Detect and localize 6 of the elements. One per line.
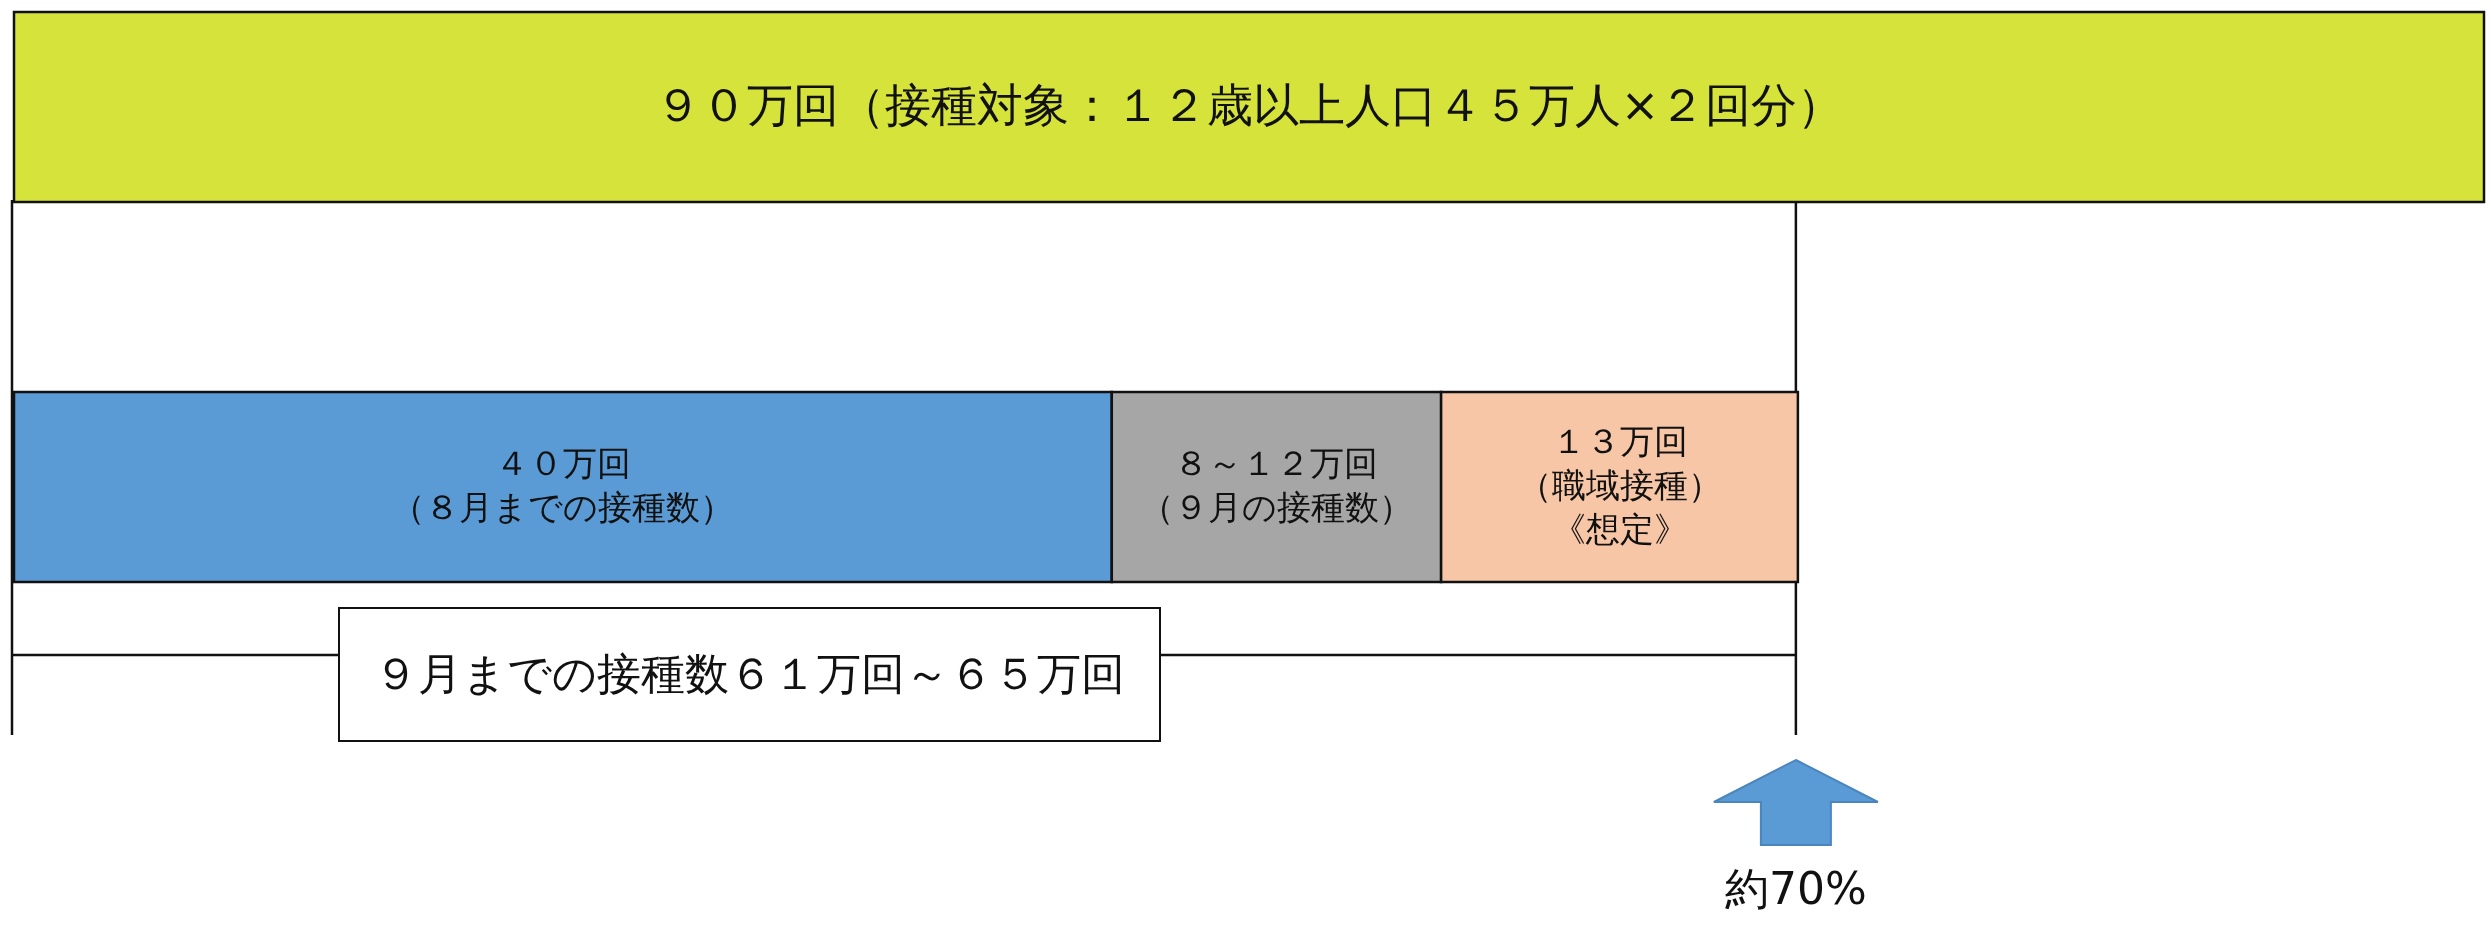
data-label: ８～１２万回（９月の接種数）: [1139, 443, 1413, 527]
annotation: ９月までの接種数６１万回～６５万回: [338, 607, 1161, 742]
data-label: ９０万回（接種対象：１２歳以上人口４５万人×２回分）: [654, 78, 1844, 132]
text: 約70%: [1724, 862, 1867, 916]
data-label: ４０万回（８月までの接種数）: [391, 443, 735, 527]
data-label: １３万回（職域接種）《想定》: [1517, 421, 1722, 549]
